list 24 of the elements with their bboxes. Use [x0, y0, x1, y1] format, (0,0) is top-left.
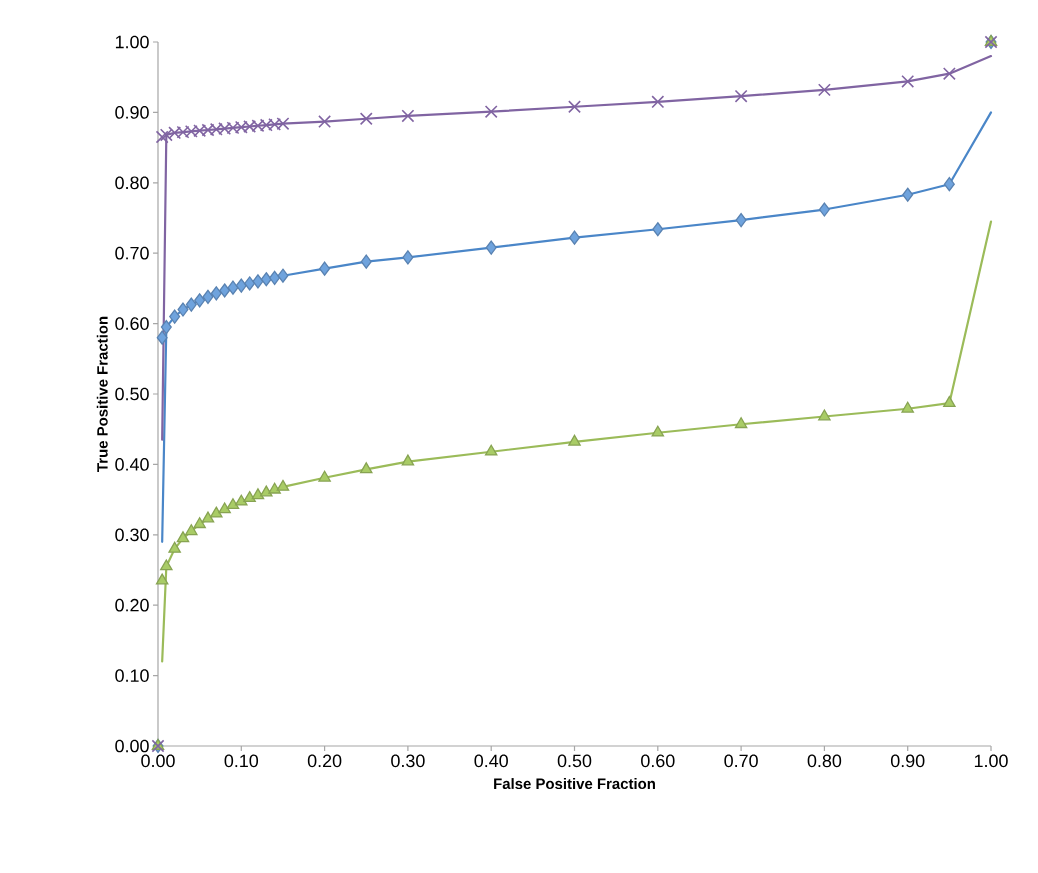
y-tick-label: 0.10 [115, 669, 149, 682]
x-tick-label: 1.00 [974, 754, 1008, 768]
x-tick-label: 0.00 [141, 754, 175, 768]
x-tick-label: 0.70 [724, 754, 758, 768]
x-tick-label: 0.60 [641, 754, 675, 768]
y-tick-label: 0.50 [115, 387, 149, 401]
y-axis-title: True Positive Fraction [96, 316, 108, 472]
y-tick-label: 0.30 [115, 528, 149, 542]
x-tick-label: 0.40 [474, 754, 508, 768]
x-tick-label: 0.20 [307, 754, 342, 768]
y-tick-label: 0.90 [115, 106, 149, 119]
x-tick-label: 0.90 [890, 754, 925, 768]
x-tick-label: 0.50 [557, 754, 592, 768]
y-tick-label: 0.70 [115, 246, 149, 260]
x-axis-title: False Positive Fraction [494, 778, 655, 790]
y-tick-label: 0.60 [115, 317, 149, 330]
x-tick-label: 0.10 [224, 754, 259, 768]
y-tick-label: 1.00 [115, 35, 149, 49]
x-tick-label: 0.80 [807, 754, 842, 768]
y-tick-label: 0.80 [115, 176, 149, 190]
x-tick-label: 0.30 [391, 754, 425, 768]
y-tick-label: 0.00 [115, 739, 149, 753]
y-tick-label: 0.40 [115, 458, 149, 471]
y-tick-label: 0.20 [115, 598, 149, 612]
